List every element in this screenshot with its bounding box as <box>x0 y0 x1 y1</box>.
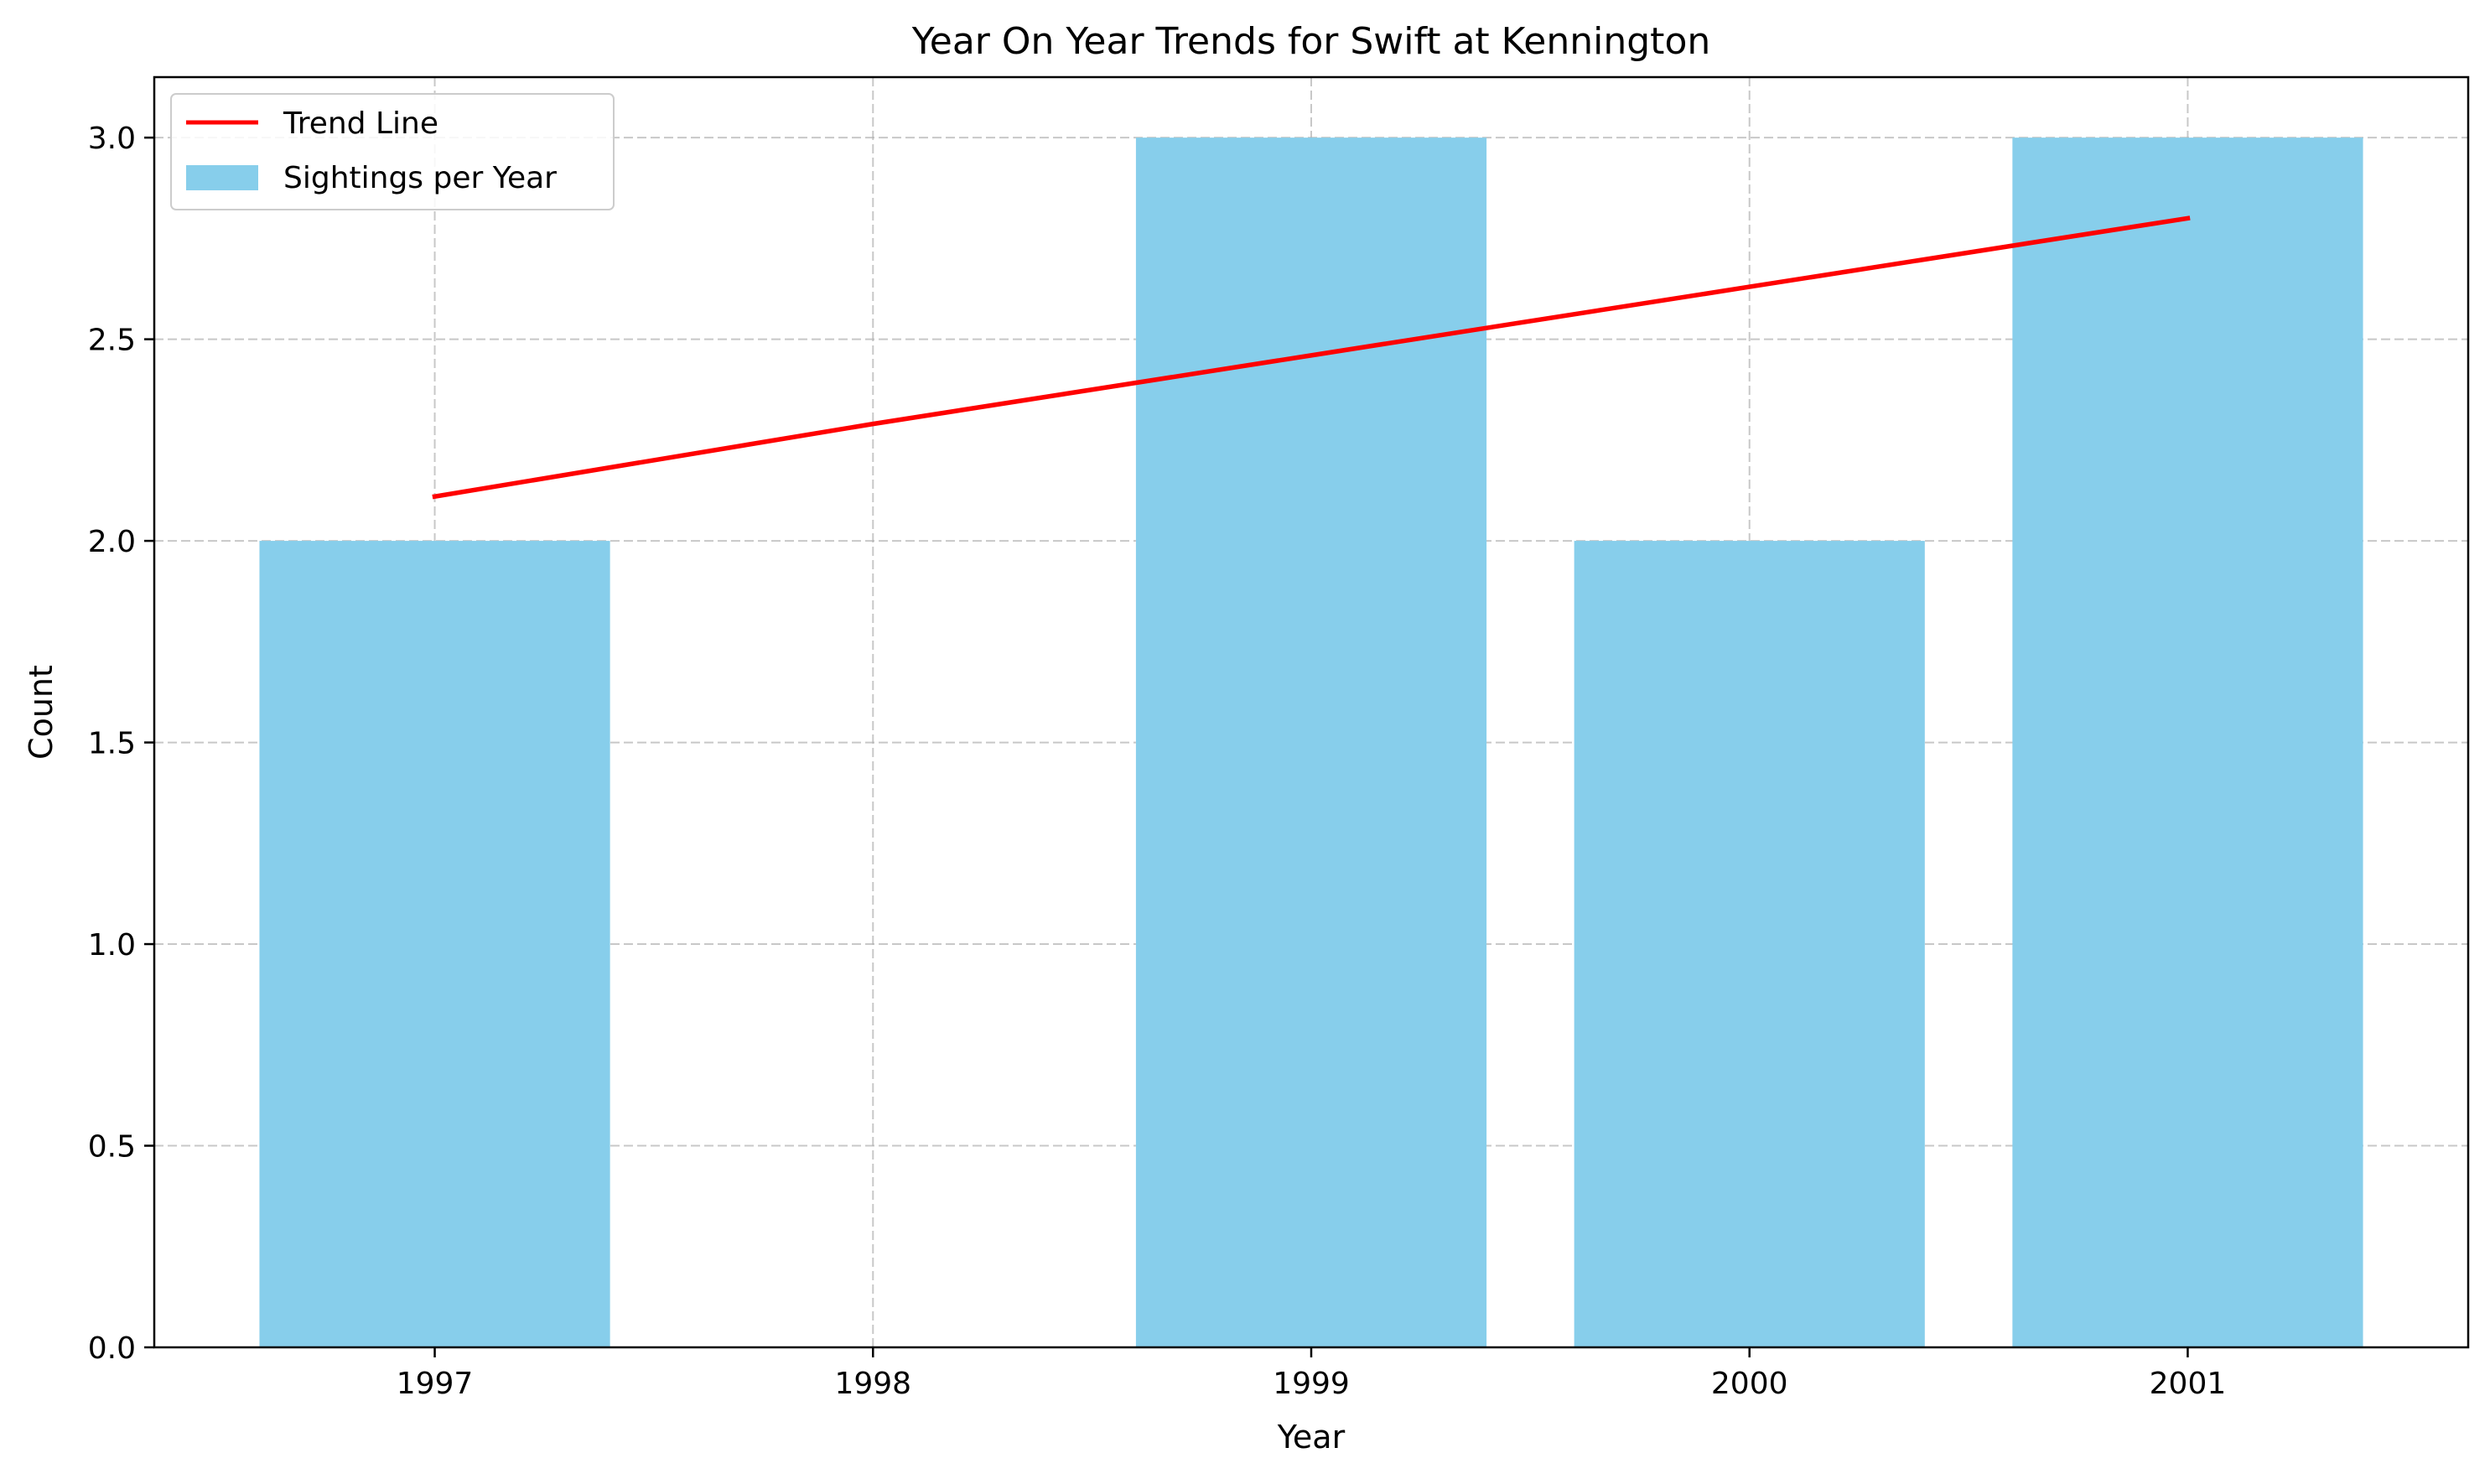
bar-2001 <box>2012 138 2363 1348</box>
y-tick-label: 3.0 <box>88 122 136 156</box>
x-tick-label: 1997 <box>397 1367 474 1401</box>
x-axis-label: Year <box>1277 1419 1346 1455</box>
y-tick-label: 1.5 <box>88 727 136 761</box>
trend-line-layer <box>432 215 2191 500</box>
ticks: 1997 1998 1999 2000 2001 0.0 0.5 1.0 1.5 2.0 2.5 3.… <box>88 122 2227 1401</box>
y-axis-label: Count <box>23 665 60 760</box>
legend-box <box>170 93 615 210</box>
y-tick-label: 0.5 <box>88 1130 136 1165</box>
chart-title: Year On Year Trends for Swift at Kenning… <box>911 20 1711 63</box>
x-tick-label: 1999 <box>1273 1367 1350 1401</box>
trend-line <box>432 215 2191 500</box>
x-tick-label: 2001 <box>2150 1367 2227 1401</box>
legend-sightings-swatch <box>186 165 258 190</box>
legend-sightings-label: Sightings per Year <box>283 161 557 195</box>
legend: Trend Line Sightings per Year <box>170 93 615 210</box>
bars <box>259 138 2363 1348</box>
x-tick-label: 2000 <box>1711 1367 1788 1401</box>
legend-trend-line-label: Trend Line <box>283 106 438 141</box>
x-tick-label: 1998 <box>834 1367 911 1401</box>
bar-1997 <box>259 541 610 1347</box>
y-tick-label: 1.0 <box>88 928 136 963</box>
bar-2000 <box>1574 541 1925 1347</box>
y-tick-label: 2.5 <box>88 324 136 358</box>
y-tick-label: 2.0 <box>88 525 136 559</box>
y-tick-label: 0.0 <box>88 1331 136 1366</box>
bar-1999 <box>1135 138 1487 1348</box>
